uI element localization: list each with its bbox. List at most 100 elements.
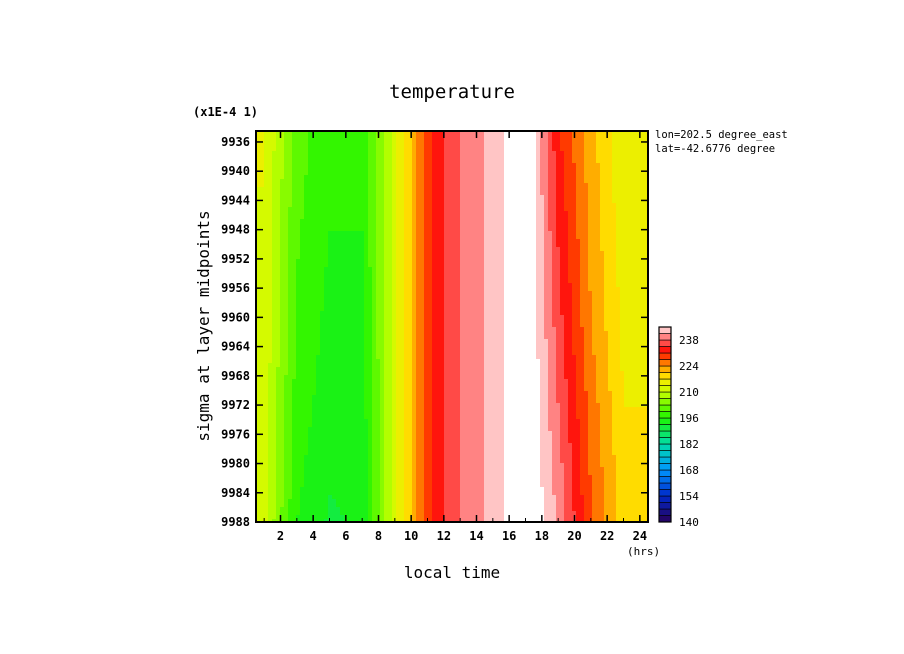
contour-cell xyxy=(256,331,261,336)
contour-cell xyxy=(444,307,449,312)
contour-cell xyxy=(576,223,581,228)
contour-cell xyxy=(448,135,453,140)
contour-cell xyxy=(424,259,429,264)
contour-cell xyxy=(460,303,465,308)
contour-cell xyxy=(580,307,585,312)
contour-cell xyxy=(384,287,389,292)
contour-cell xyxy=(260,223,265,228)
contour-cell xyxy=(512,223,517,228)
contour-cell xyxy=(456,283,461,288)
contour-cell xyxy=(312,263,317,268)
contour-cell xyxy=(572,295,577,300)
contour-cell xyxy=(532,331,537,336)
contour-cell xyxy=(292,191,297,196)
contour-cell xyxy=(632,195,637,200)
contour-cell xyxy=(296,275,301,280)
contour-cell xyxy=(524,239,529,244)
contour-cell xyxy=(468,303,473,308)
contour-cell xyxy=(512,319,517,324)
contour-cell xyxy=(484,327,489,332)
contour-cell xyxy=(436,275,441,280)
contour-cell xyxy=(540,155,545,160)
contour-cell xyxy=(444,311,449,316)
contour-cell xyxy=(440,267,445,272)
contour-cell xyxy=(324,299,329,304)
contour-cell xyxy=(592,303,597,308)
contour-cell xyxy=(508,131,513,136)
contour-cell xyxy=(360,299,365,304)
contour-cell xyxy=(380,311,385,316)
contour-cell xyxy=(384,251,389,256)
contour-cell xyxy=(356,271,361,276)
contour-cell xyxy=(356,219,361,224)
contour-cell xyxy=(604,195,609,200)
contour-cell xyxy=(296,255,301,260)
contour-cell xyxy=(556,183,561,188)
contour-cell xyxy=(516,275,521,280)
contour-cell xyxy=(380,135,385,140)
contour-cell xyxy=(320,327,325,332)
contour-cell xyxy=(536,307,541,312)
contour-cell xyxy=(452,159,457,164)
contour-cell xyxy=(408,291,413,296)
contour-cell xyxy=(360,215,365,220)
contour-cell xyxy=(512,263,517,268)
contour-cell xyxy=(488,187,493,192)
contour-cell xyxy=(384,143,389,148)
contour-cell xyxy=(404,235,409,240)
contour-cell xyxy=(516,291,521,296)
contour-cell xyxy=(340,239,345,244)
contour-cell xyxy=(264,303,269,308)
contour-cell xyxy=(560,319,565,324)
contour-cell xyxy=(340,227,345,232)
contour-cell xyxy=(268,255,273,260)
contour-cell xyxy=(596,279,601,284)
contour-cell xyxy=(496,163,501,168)
contour-cell xyxy=(544,279,549,284)
contour-cell xyxy=(268,167,273,172)
contour-cell xyxy=(372,187,377,192)
contour-cell xyxy=(372,215,377,220)
contour-cell xyxy=(328,239,333,244)
contour-cell xyxy=(568,175,573,180)
contour-cell xyxy=(592,215,597,220)
contour-cell xyxy=(268,155,273,160)
contour-cell xyxy=(260,311,265,316)
contour-cell xyxy=(276,259,281,264)
contour-cell xyxy=(548,319,553,324)
contour-cell xyxy=(344,315,349,320)
contour-cell xyxy=(620,143,625,148)
contour-cell xyxy=(356,163,361,168)
contour-cell xyxy=(368,155,373,160)
contour-cell xyxy=(292,251,297,256)
contour-cell xyxy=(640,271,645,276)
contour-cell xyxy=(392,279,397,284)
contour-cell xyxy=(564,187,569,192)
contour-cell xyxy=(636,191,641,196)
contour-cell xyxy=(556,187,561,192)
contour-cell xyxy=(276,243,281,248)
contour-cell xyxy=(420,175,425,180)
contour-cell xyxy=(440,211,445,216)
contour-cell xyxy=(620,223,625,228)
contour-cell xyxy=(480,279,485,284)
contour-cell xyxy=(296,195,301,200)
contour-cell xyxy=(348,323,353,328)
contour-cell xyxy=(312,167,317,172)
contour-cell xyxy=(492,327,497,332)
contour-cell xyxy=(336,143,341,148)
contour-cell xyxy=(632,167,637,172)
contour-cell xyxy=(308,247,313,252)
contour-cell xyxy=(320,199,325,204)
contour-cell xyxy=(488,291,493,296)
contour-cell xyxy=(320,331,325,336)
contour-cell xyxy=(456,207,461,212)
contour-cell xyxy=(404,207,409,212)
contour-cell xyxy=(552,315,557,320)
contour-cell xyxy=(416,199,421,204)
contour-cell xyxy=(348,331,353,336)
contour-cell xyxy=(284,319,289,324)
contour-cell xyxy=(528,243,533,248)
contour-cell xyxy=(352,215,357,220)
